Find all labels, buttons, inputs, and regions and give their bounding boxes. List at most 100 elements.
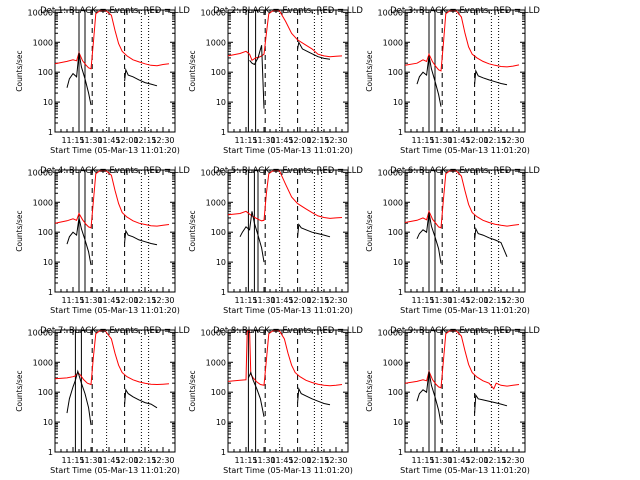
panel-det-1: 1 10 100 1000 10000 11:1511:3011:4512:0012:15… xyxy=(15,6,190,155)
x-tick-label: 11:45 xyxy=(447,456,470,465)
lld-series-line xyxy=(404,170,520,229)
y-tick-label: 1 xyxy=(398,128,403,137)
x-tick-label: 11:30 xyxy=(79,296,102,305)
panel-title: Det 6: BLACK = Events, RED = LLD xyxy=(390,166,540,176)
panel-title: Det 4: BLACK = Events, RED = LLD xyxy=(40,166,190,176)
x-tick-label: 11:45 xyxy=(270,456,293,465)
x-tick-label: 11:15 xyxy=(411,296,434,305)
x-tick-label: 11:45 xyxy=(97,136,120,145)
y-tick-label: 1000 xyxy=(206,358,226,367)
y-tick-label: 10 xyxy=(216,418,226,427)
panel-det-6: 1 10 100 1000 10000 11:1511:3011:4512:0012:15… xyxy=(365,166,540,315)
plot-frame xyxy=(404,329,526,453)
y-axis-label: Counts/sec xyxy=(188,370,197,411)
x-tick-label: 11:30 xyxy=(429,456,452,465)
y-tick-label: 1 xyxy=(398,448,403,457)
y-tick-label: 1000 xyxy=(33,198,53,207)
events-series-line xyxy=(416,55,508,107)
lld-series-line xyxy=(227,330,343,387)
x-tick-label: 12:30 xyxy=(501,296,524,305)
y-tick-label: 1 xyxy=(48,128,53,137)
x-tick-label: 12:15 xyxy=(483,456,506,465)
y-tick-label: 1 xyxy=(48,288,53,297)
y-tick-label: 10 xyxy=(216,258,226,267)
x-tick-label: 12:00 xyxy=(465,136,488,145)
x-tick-label: 11:15 xyxy=(61,136,84,145)
x-tick-label: 11:15 xyxy=(411,136,434,145)
x-tick-label: 11:15 xyxy=(61,456,84,465)
plot-frame xyxy=(404,169,526,293)
y-tick-label: 10000 xyxy=(201,8,226,17)
y-tick-label: 1000 xyxy=(33,38,53,47)
x-tick-label: 12:00 xyxy=(288,136,311,145)
x-axis-label: Start Time (05-Mar-13 11:01:20) xyxy=(223,146,353,155)
y-axis-label: Counts/sec xyxy=(15,210,24,251)
x-tick-label: 12:00 xyxy=(288,296,311,305)
panel-det-2: 1 10 100 1000 10000 11:1511:3011:4512:0012:15… xyxy=(188,6,363,155)
x-tick-label: 12:00 xyxy=(115,136,138,145)
panel-title: Det 7: BLACK = Events, RED = LLD xyxy=(40,326,190,336)
y-axis-label: Counts/sec xyxy=(365,50,374,91)
lld-series-line xyxy=(227,10,343,62)
x-axis-label: Start Time (05-Mar-13 11:01:20) xyxy=(400,466,530,475)
y-tick-label: 1 xyxy=(221,128,226,137)
y-tick-label: 1000 xyxy=(33,358,53,367)
y-tick-label: 100 xyxy=(388,68,403,77)
x-tick-label: 12:30 xyxy=(324,456,347,465)
y-axis-label: Counts/sec xyxy=(15,50,24,91)
x-axis-label: Start Time (05-Mar-13 11:01:20) xyxy=(223,306,353,315)
plot-frame xyxy=(227,329,349,453)
lld-series-line xyxy=(227,170,343,222)
x-tick-label: 12:30 xyxy=(501,456,524,465)
y-tick-label: 1 xyxy=(398,288,403,297)
x-tick-label: 12:15 xyxy=(133,136,156,145)
x-tick-label: 11:30 xyxy=(429,136,452,145)
x-tick-label: 11:15 xyxy=(234,136,257,145)
events-series-line xyxy=(416,371,508,424)
x-tick-label: 11:45 xyxy=(97,296,120,305)
x-axis-label: Start Time (05-Mar-13 11:01:20) xyxy=(400,306,530,315)
x-tick-label: 12:15 xyxy=(483,136,506,145)
y-tick-label: 100 xyxy=(211,388,226,397)
y-tick-label: 10000 xyxy=(378,8,403,17)
x-tick-label: 12:15 xyxy=(133,296,156,305)
x-tick-label: 12:00 xyxy=(465,296,488,305)
y-tick-label: 1 xyxy=(221,288,226,297)
panel-title: Det 1: BLACK = Events, RED = LLD xyxy=(40,6,190,16)
panel-title: Det 5: BLACK = Events, RED = LLD xyxy=(213,166,363,176)
panel-title: Det 8: BLACK = Events, RED = LLD xyxy=(213,326,363,336)
x-tick-label: 12:30 xyxy=(151,136,174,145)
x-tick-label: 11:45 xyxy=(447,136,470,145)
x-tick-label: 12:00 xyxy=(115,456,138,465)
y-tick-label: 1 xyxy=(221,448,226,457)
y-tick-label: 1000 xyxy=(383,38,403,47)
y-tick-label: 100 xyxy=(211,228,226,237)
x-tick-label: 11:15 xyxy=(234,296,257,305)
x-tick-label: 11:15 xyxy=(61,296,84,305)
x-tick-label: 12:30 xyxy=(324,296,347,305)
lld-series-line xyxy=(404,330,520,390)
x-tick-label: 11:30 xyxy=(429,296,452,305)
x-tick-label: 11:45 xyxy=(270,136,293,145)
y-tick-label: 1000 xyxy=(206,198,226,207)
x-tick-label: 12:30 xyxy=(324,136,347,145)
events-series-line xyxy=(239,211,331,263)
y-axis-label: Counts/sec xyxy=(365,370,374,411)
x-tick-label: 11:15 xyxy=(234,456,257,465)
x-axis-label: Start Time (05-Mar-13 11:01:20) xyxy=(50,306,180,315)
x-tick-label: 12:15 xyxy=(306,456,329,465)
y-tick-label: 1000 xyxy=(383,358,403,367)
y-tick-label: 10000 xyxy=(28,328,53,337)
y-axis-label: Counts/sec xyxy=(15,370,24,411)
panel-det-3: 1 10 100 1000 10000 11:1511:3011:4512:0012:15… xyxy=(365,6,540,155)
y-tick-label: 10 xyxy=(43,258,53,267)
y-tick-label: 10000 xyxy=(378,168,403,177)
y-tick-label: 100 xyxy=(388,228,403,237)
y-tick-label: 10000 xyxy=(28,168,53,177)
events-series-line xyxy=(249,40,331,109)
y-axis-label: Counts/sec xyxy=(365,210,374,251)
lld-series-line xyxy=(54,170,170,229)
events-series-line xyxy=(416,212,508,264)
x-axis-label: Start Time (05-Mar-13 11:01:20) xyxy=(50,466,180,475)
